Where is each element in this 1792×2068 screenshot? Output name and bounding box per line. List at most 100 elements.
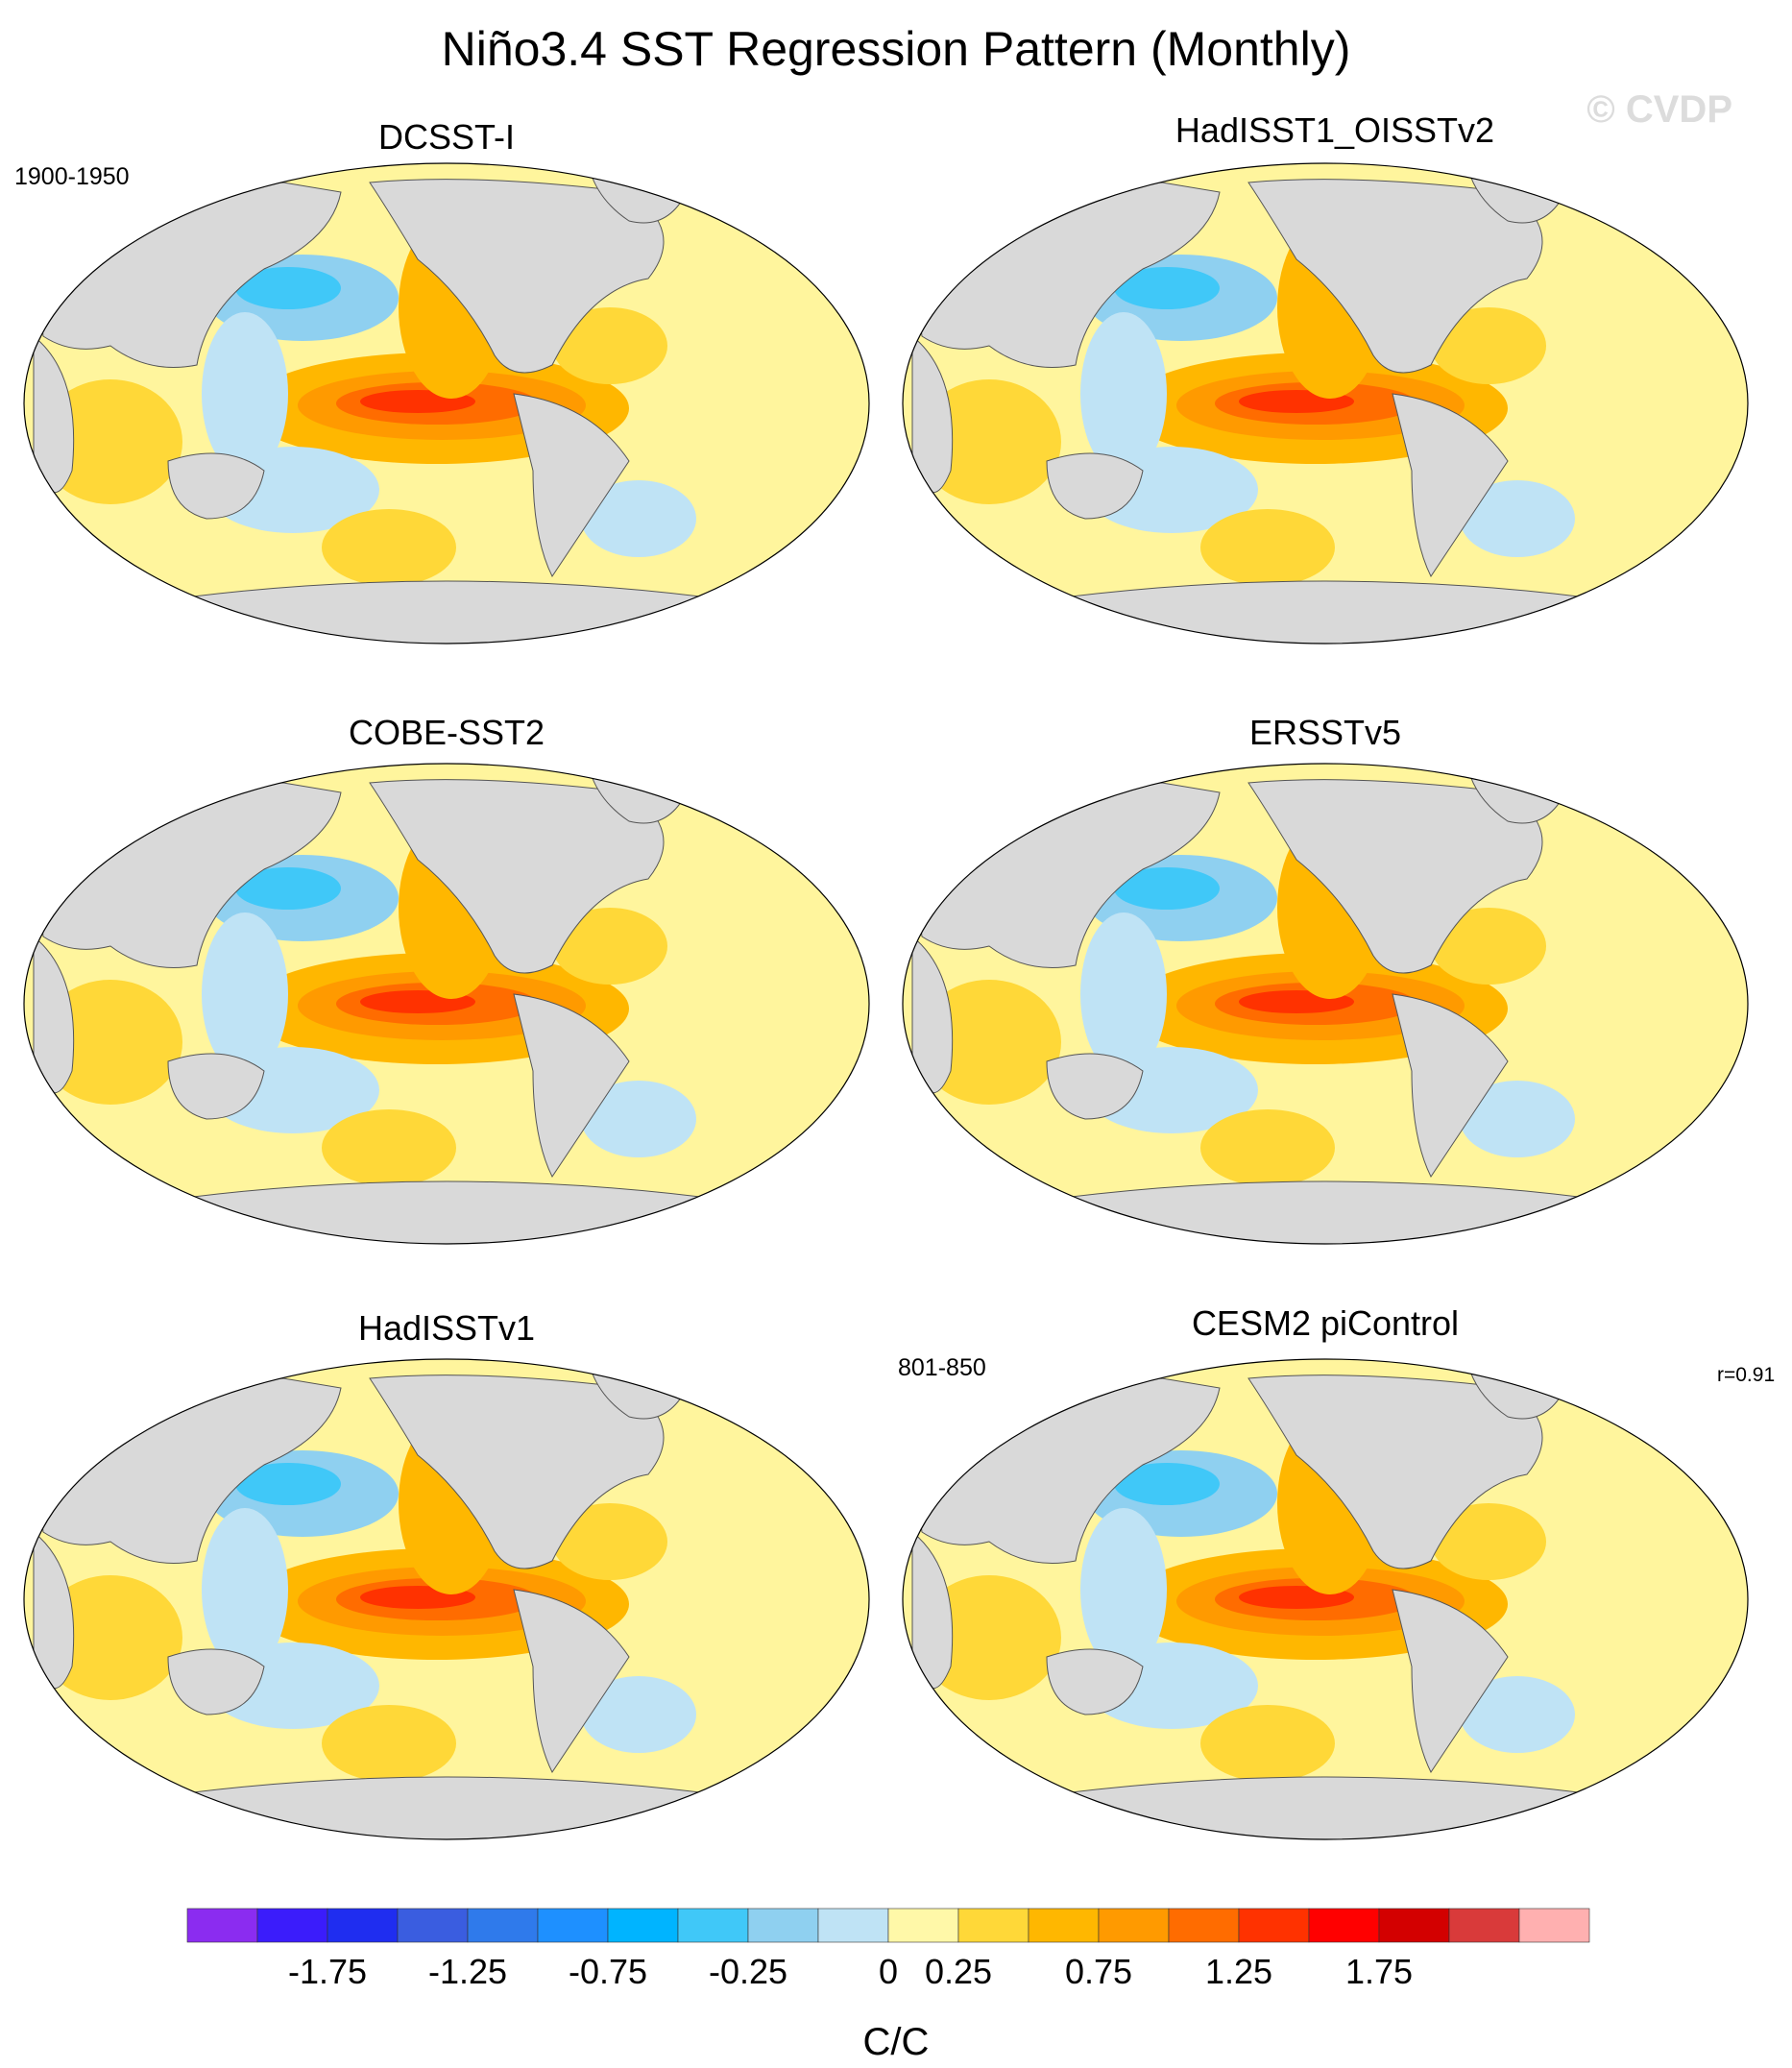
colorbar-box (1308, 1908, 1380, 1943)
colorbar-tick-label: 0 (879, 1952, 898, 1991)
south-atlantic-cold (1460, 1676, 1575, 1753)
colorbar: -1.75 -1.25 -0.75 -0.25 0 0.25 0.75 1.25 1.75 (186, 1908, 1590, 1991)
map-panel-cesm2-picontrol (902, 1358, 1749, 1840)
panel-title-1: DCSST-I (377, 117, 515, 157)
map-border (23, 763, 870, 1245)
map-border (23, 162, 870, 645)
colorbar-box (957, 1908, 1029, 1943)
north-pacific-cold-core (1114, 1463, 1220, 1505)
australia-land (1046, 1648, 1144, 1715)
north-atlantic-warm (1431, 307, 1546, 384)
australia-land (167, 1648, 265, 1715)
south-america-land (1392, 1589, 1509, 1773)
north-pacific-cold-core (235, 267, 341, 309)
w-pacific-cold (1080, 912, 1167, 1076)
colorbar-box (537, 1908, 609, 1943)
colorbar-tick-label: -0.25 (709, 1952, 787, 1991)
north-atlantic-warm (1431, 908, 1546, 985)
colorbar-box (607, 1908, 679, 1943)
map-panel-dcsst (23, 162, 870, 645)
main-title: Niño3.4 SST Regression Pattern (Monthly) (441, 22, 1351, 76)
north-america-land (369, 179, 665, 374)
colorbar-tick-label: -0.75 (569, 1952, 647, 1991)
south-america-land (1392, 993, 1509, 1178)
map-panel-hadisstv1 (23, 1358, 870, 1840)
north-america-land (1247, 1375, 1543, 1569)
colorbar-box (1168, 1908, 1240, 1943)
north-pacific-cold-core (1114, 267, 1220, 309)
north-atlantic-warm (552, 1503, 667, 1580)
panel-title-4: ERSSTv5 (1248, 713, 1402, 752)
colorbar-box (1098, 1908, 1170, 1943)
panel-title-5: HadISSTv1 (357, 1308, 536, 1348)
colorbar-box (887, 1908, 959, 1943)
colorbar-tick-label: -1.25 (428, 1952, 507, 1991)
south-atlantic-cold (581, 1081, 696, 1157)
map-panel-ersstv5 (902, 763, 1749, 1245)
colorbar-box (1378, 1908, 1450, 1943)
colorbar-box (397, 1908, 469, 1943)
w-pacific-cold (1080, 312, 1167, 475)
colorbar-tick-label: 0.75 (1065, 1952, 1132, 1991)
pattern-correlation: r=0.91 (1717, 1364, 1776, 1386)
south-america-land (1392, 393, 1509, 577)
south-atlantic-cold (581, 1676, 696, 1753)
south-atlantic-cold (1460, 480, 1575, 557)
south-atlantic-cold (1460, 1081, 1575, 1157)
north-america-land (369, 1375, 665, 1569)
colorbar-box (1028, 1908, 1100, 1943)
s-pacific-warm (322, 1705, 456, 1782)
north-pacific-cold-core (235, 867, 341, 910)
w-pacific-cold (202, 1508, 288, 1671)
north-america-land (1247, 779, 1543, 974)
north-atlantic-warm (1431, 1503, 1546, 1580)
s-pacific-warm (322, 509, 456, 586)
indian-ocean-warm (38, 379, 182, 504)
panel-title-2: HadISST1_OISSTv2 (1174, 110, 1495, 150)
s-pacific-warm (1200, 1109, 1335, 1186)
w-pacific-cold (202, 312, 288, 475)
panel-title-3: COBE-SST2 (348, 713, 545, 752)
colorbar-tick-label: 1.25 (1205, 1952, 1272, 1991)
map-panel-hadisst1-oisstv2 (902, 162, 1749, 645)
s-pacific-warm (322, 1109, 456, 1186)
period-label-obs: 1900-1950 (14, 163, 130, 190)
indian-ocean-warm (38, 980, 182, 1105)
indian-ocean-warm (917, 1575, 1061, 1700)
colorbar-box (817, 1908, 889, 1943)
watermark: © CVDP (1586, 88, 1732, 131)
colorbar-units: C/C (862, 2021, 930, 2063)
north-pacific-cold-core (235, 1463, 341, 1505)
australia-land (167, 452, 265, 520)
colorbar-box (467, 1908, 539, 1943)
indian-ocean-warm (38, 1575, 182, 1700)
panel-title-6: CESM2 piControl (1191, 1303, 1460, 1343)
colorbar-tick-label: -1.75 (288, 1952, 367, 1991)
map-panel-cobe-sst2 (23, 763, 870, 1245)
north-pacific-cold-core (1114, 867, 1220, 910)
colorbar-box (186, 1908, 258, 1943)
australia-land (1046, 1053, 1144, 1120)
south-america-land (513, 393, 630, 577)
north-atlantic-warm (552, 307, 667, 384)
north-america-land (369, 779, 665, 974)
w-pacific-cold (1080, 1508, 1167, 1671)
colorbar-box (1518, 1908, 1590, 1943)
australia-land (167, 1053, 265, 1120)
map-border (23, 1358, 870, 1840)
s-pacific-warm (1200, 1705, 1335, 1782)
north-america-land (1247, 179, 1543, 374)
north-atlantic-warm (552, 908, 667, 985)
colorbar-tick-label: 1.75 (1345, 1952, 1413, 1991)
south-america-land (513, 1589, 630, 1773)
w-pacific-cold (202, 912, 288, 1076)
indian-ocean-warm (917, 980, 1061, 1105)
period-label-model: 801-850 (898, 1354, 986, 1381)
colorbar-tick-label: 0.25 (925, 1952, 992, 1991)
s-pacific-warm (1200, 509, 1335, 586)
indian-ocean-warm (917, 379, 1061, 504)
colorbar-box (1238, 1908, 1310, 1943)
colorbar-box (677, 1908, 749, 1943)
map-border (902, 1358, 1749, 1840)
colorbar-box (256, 1908, 328, 1943)
